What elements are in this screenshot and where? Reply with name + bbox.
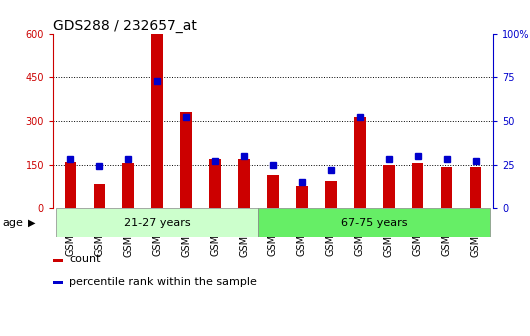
Bar — [354, 117, 366, 208]
Bar — [296, 186, 308, 208]
Bar — [412, 163, 423, 208]
Text: 21-27 years: 21-27 years — [124, 218, 190, 227]
Bar — [122, 163, 134, 208]
Bar — [56, 208, 259, 237]
Bar — [238, 159, 250, 208]
Text: GDS288 / 232657_at: GDS288 / 232657_at — [53, 18, 197, 33]
Bar — [93, 183, 105, 208]
Bar — [180, 112, 192, 208]
Text: percentile rank within the sample: percentile rank within the sample — [69, 277, 257, 287]
Bar — [441, 167, 453, 208]
Bar — [470, 167, 481, 208]
Text: 67-75 years: 67-75 years — [341, 218, 408, 227]
Bar — [325, 181, 337, 208]
Text: age: age — [3, 218, 23, 227]
Bar — [65, 162, 76, 208]
Bar — [53, 281, 63, 284]
Bar — [267, 175, 279, 208]
Text: count: count — [69, 254, 101, 264]
Text: ▶: ▶ — [28, 218, 35, 227]
Bar — [209, 159, 221, 208]
Bar — [53, 259, 63, 261]
Bar — [152, 34, 163, 208]
Bar — [259, 208, 490, 237]
Bar — [383, 165, 394, 208]
